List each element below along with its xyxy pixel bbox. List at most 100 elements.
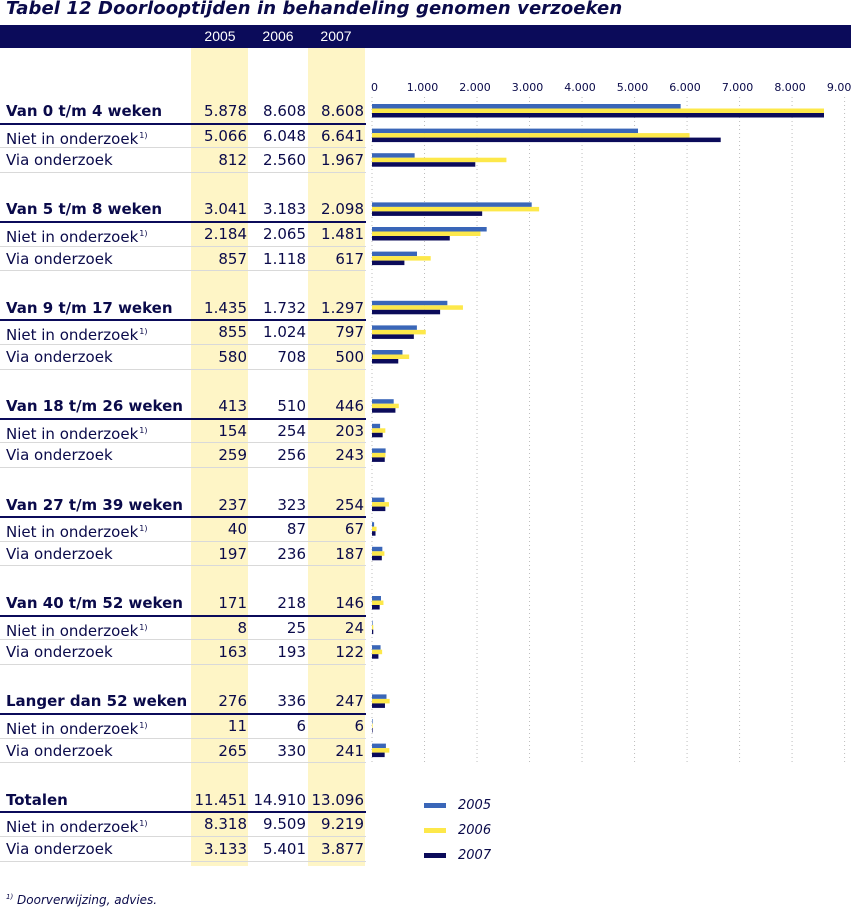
table-group-header-row: Van 0 t/m 4 weken 5.878 8.608 8.608 — [0, 99, 366, 123]
table-group-header-row: Van 27 t/m 39 weken 237 323 254 — [0, 493, 366, 517]
table-row: Via onderzoek 580 708 500 — [0, 345, 366, 369]
value-cell-2006: 1.118 — [263, 249, 306, 268]
bar-2007 — [372, 309, 441, 315]
value-cell-2006: 1.024 — [263, 323, 306, 342]
group-separator — [0, 221, 366, 223]
table-row: Niet in onderzoek1) 855 1.024 797 — [0, 320, 366, 344]
value-cell-2006: 87 — [286, 520, 306, 539]
row-label-text: Van 0 t/m 4 weken — [6, 102, 163, 120]
year-header-2005: 2005 — [204, 28, 236, 44]
row-label-text: Niet in onderzoek — [6, 326, 139, 345]
row-label: Via onderzoek — [6, 640, 113, 664]
row-label: Via onderzoek — [6, 443, 113, 467]
bar-2006 — [372, 329, 426, 335]
value-cell-2007: 254 — [335, 495, 364, 514]
legend-label-2005: 2005 — [458, 798, 492, 813]
table-row: Via onderzoek 265 330 241 — [0, 739, 366, 763]
bar-2005 — [372, 719, 373, 724]
value-cell-2005: 1.435 — [204, 298, 247, 317]
table-row: Via onderzoek 163 193 122 — [0, 640, 366, 664]
value-cell-2006: 5.401 — [263, 840, 306, 858]
bar-2005 — [372, 423, 381, 429]
bar-2006 — [372, 698, 390, 704]
row-label-text: Van 5 t/m 8 weken — [6, 200, 163, 219]
row-separator — [0, 171, 366, 173]
bar-2005 — [372, 300, 448, 306]
bar-2007 — [372, 408, 396, 413]
legend-swatch-2007 — [424, 853, 446, 858]
value-cell-2005: 276 — [218, 692, 247, 711]
bar-2007 — [372, 531, 376, 536]
bar-2005 — [372, 694, 387, 699]
row-label-text: Niet in onderzoek — [6, 424, 139, 443]
bar-2006 — [372, 452, 386, 458]
value-cell-2006: 14.910 — [253, 790, 307, 809]
bar-2005 — [372, 620, 373, 626]
value-cell-2007: 500 — [335, 348, 364, 366]
value-cell-2007: 446 — [335, 397, 364, 416]
table-row: Niet in onderzoek1) 40 87 67 — [0, 517, 366, 541]
row-separator — [0, 836, 366, 837]
footnote-marker: 1) — [139, 524, 148, 534]
legend-label-2007: 2007 — [458, 848, 492, 863]
x-tick-label: 1.000 — [407, 81, 439, 94]
footnote-marker: 1) — [139, 622, 148, 632]
bar-2007 — [372, 506, 386, 512]
group-separator — [0, 417, 366, 420]
table-row: Via onderzoek 197 236 187 — [0, 542, 366, 566]
bar-2005 — [372, 546, 383, 552]
value-cell-2006: 323 — [277, 495, 306, 514]
table-row: Niet in onderzoek1) 11 6 6 — [0, 714, 366, 738]
x-tick-label: 5.000 — [617, 81, 649, 94]
table-row: Niet in onderzoek1) 8 25 24 — [0, 616, 366, 640]
value-cell-2007: 13.096 — [311, 790, 365, 809]
row-label-text: Niet in onderzoek — [6, 621, 139, 640]
value-cell-2006: 1.732 — [263, 298, 306, 317]
value-cell-2005: 171 — [218, 594, 247, 612]
row-label-text: Via onderzoek — [6, 151, 113, 170]
row-label-text: Van 40 t/m 52 weken — [6, 594, 183, 612]
group-separator — [0, 516, 366, 519]
bar-2005 — [372, 128, 639, 134]
footnote-marker: 1) — [139, 130, 148, 140]
table-row: Via onderzoek 857 1.118 617 — [0, 247, 366, 271]
table-group-header-row: Totalen 11.451 14.910 13.096 — [0, 788, 366, 812]
value-cell-2006: 9.509 — [263, 815, 306, 834]
value-cell-2005: 3.133 — [204, 840, 247, 858]
value-cell-2007: 67 — [344, 520, 364, 539]
row-separator — [0, 737, 366, 739]
group-separator — [0, 122, 366, 125]
row-label: Totalen — [6, 788, 68, 812]
row-label-text: Van 9 t/m 17 weken — [6, 298, 173, 317]
value-cell-2007: 6.641 — [321, 126, 364, 145]
value-cell-2005: 11.451 — [194, 790, 248, 809]
table-row: Niet in onderzoek1) 8.318 9.509 9.219 — [0, 812, 366, 836]
bar-2006 — [372, 108, 824, 113]
row-separator — [0, 147, 366, 149]
row-label-text: Via onderzoek — [6, 446, 113, 465]
value-cell-2006: 8.608 — [263, 102, 306, 120]
year-header-2007: 2007 — [320, 28, 352, 44]
bar-2005 — [372, 153, 415, 158]
row-label-text: Via onderzoek — [6, 348, 113, 366]
value-cell-2006: 254 — [277, 421, 306, 440]
highlight-column-2007 — [308, 48, 365, 866]
group-separator — [0, 614, 366, 617]
bar-2007 — [372, 113, 824, 118]
row-label: Via onderzoek — [6, 542, 113, 566]
table-row: Niet in onderzoek1) 5.066 6.048 6.641 — [0, 124, 366, 148]
bar-2006 — [372, 157, 507, 163]
row-label: Niet in onderzoek1) — [6, 419, 148, 446]
row-label: Niet in onderzoek1) — [6, 714, 148, 741]
bar-2006 — [372, 206, 540, 212]
group-separator — [0, 713, 366, 715]
value-cell-2005: 237 — [218, 495, 247, 514]
bar-2006 — [372, 133, 690, 138]
x-tick-label: 4.000 — [564, 81, 596, 94]
value-cell-2005: 11 — [227, 717, 247, 735]
footnote-marker: 1) — [139, 819, 148, 829]
row-label-text: Langer dan 52 weken — [6, 692, 188, 711]
row-label: Via onderzoek — [6, 247, 113, 271]
bar-2007 — [372, 605, 380, 610]
